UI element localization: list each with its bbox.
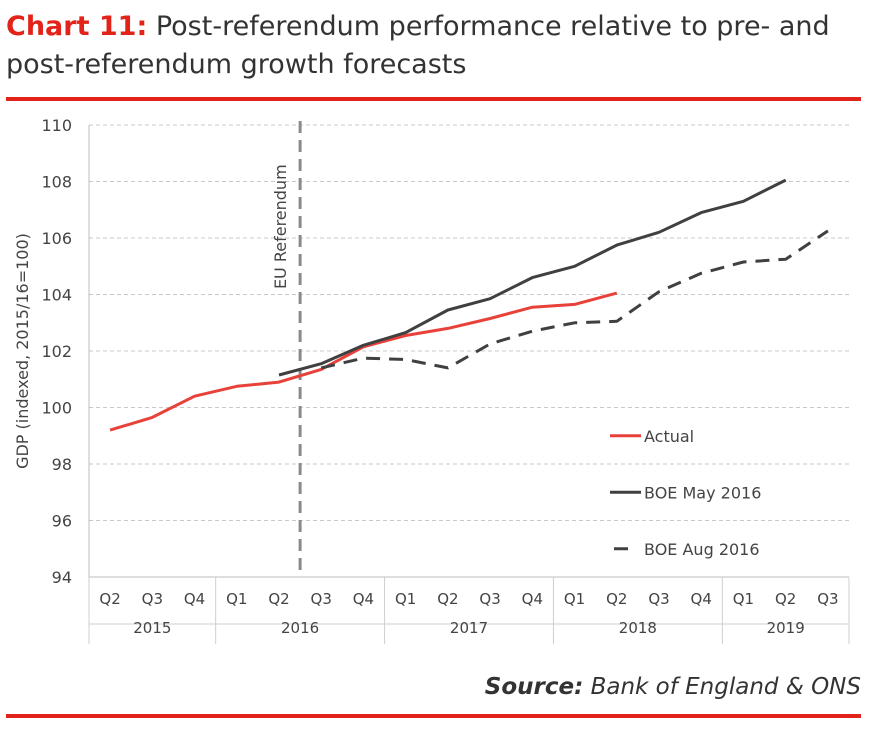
x-tick-label: Q1 — [733, 590, 754, 608]
legend-label: Actual — [644, 427, 694, 446]
y-tick-label: 108 — [41, 173, 72, 192]
y-tick-label: 110 — [41, 116, 72, 135]
line-chart: 94 96 98 100 102 104 106 108 110 GDP (indexed, 20… — [13, 116, 850, 644]
x-tick-label: Q2 — [775, 590, 796, 608]
top-rule — [6, 97, 861, 101]
referendum-label: EU Referendum — [271, 164, 290, 289]
legend-label: BOE Aug 2016 — [644, 540, 760, 559]
y-tick-label: 100 — [41, 399, 72, 418]
y-tick-label: 94 — [52, 568, 72, 587]
x-tick-label: Q3 — [142, 590, 163, 608]
x-tick-label: Q2 — [99, 590, 120, 608]
x-year-label: 2017 — [450, 619, 488, 637]
x-year-label: 2015 — [133, 619, 171, 637]
x-tick-label: Q3 — [648, 590, 669, 608]
series-line — [278, 178, 787, 377]
x-tick-label: Q4 — [353, 590, 374, 608]
y-tick-label: 96 — [52, 512, 72, 531]
x-tick-label: Q1 — [564, 590, 585, 608]
series-line — [109, 291, 618, 432]
x-year-label: 2018 — [619, 619, 657, 637]
y-axis-label: GDP (indexed, 2015/16=100) — [13, 233, 32, 469]
y-tick-label: 106 — [41, 229, 72, 248]
x-tick-label: Q2 — [606, 590, 627, 608]
bottom-rule — [6, 714, 861, 718]
x-tick-label: Q1 — [226, 590, 247, 608]
x-tick-label: Q4 — [691, 590, 712, 608]
x-tick-label: Q3 — [817, 590, 838, 608]
y-tick-label: 98 — [52, 455, 72, 474]
x-tick-label: Q2 — [437, 590, 458, 608]
chart-number: Chart 11: — [6, 11, 148, 42]
source-note: Source: Bank of England & ONS — [485, 674, 861, 700]
x-tick-label: Q4 — [522, 590, 543, 608]
x-tick-label: Q3 — [311, 590, 332, 608]
source-label: Source: — [484, 674, 584, 700]
x-tick-label: Q3 — [479, 590, 500, 608]
source-text: Bank of England & ONS — [590, 674, 861, 700]
chart-title-text: Post-referendum performance relative to … — [6, 11, 830, 80]
x-tick-label: Q1 — [395, 590, 416, 608]
x-tick-label: Q4 — [184, 590, 205, 608]
x-year-label: 2016 — [281, 619, 319, 637]
chart-title: Chart 11: Post-referendum performance re… — [6, 8, 866, 84]
x-tick-label: Q2 — [268, 590, 289, 608]
series-line — [320, 229, 829, 370]
y-tick-label: 102 — [41, 342, 72, 361]
x-year-label: 2019 — [767, 619, 805, 637]
y-tick-label: 104 — [41, 286, 72, 305]
legend-label: BOE May 2016 — [644, 483, 761, 502]
